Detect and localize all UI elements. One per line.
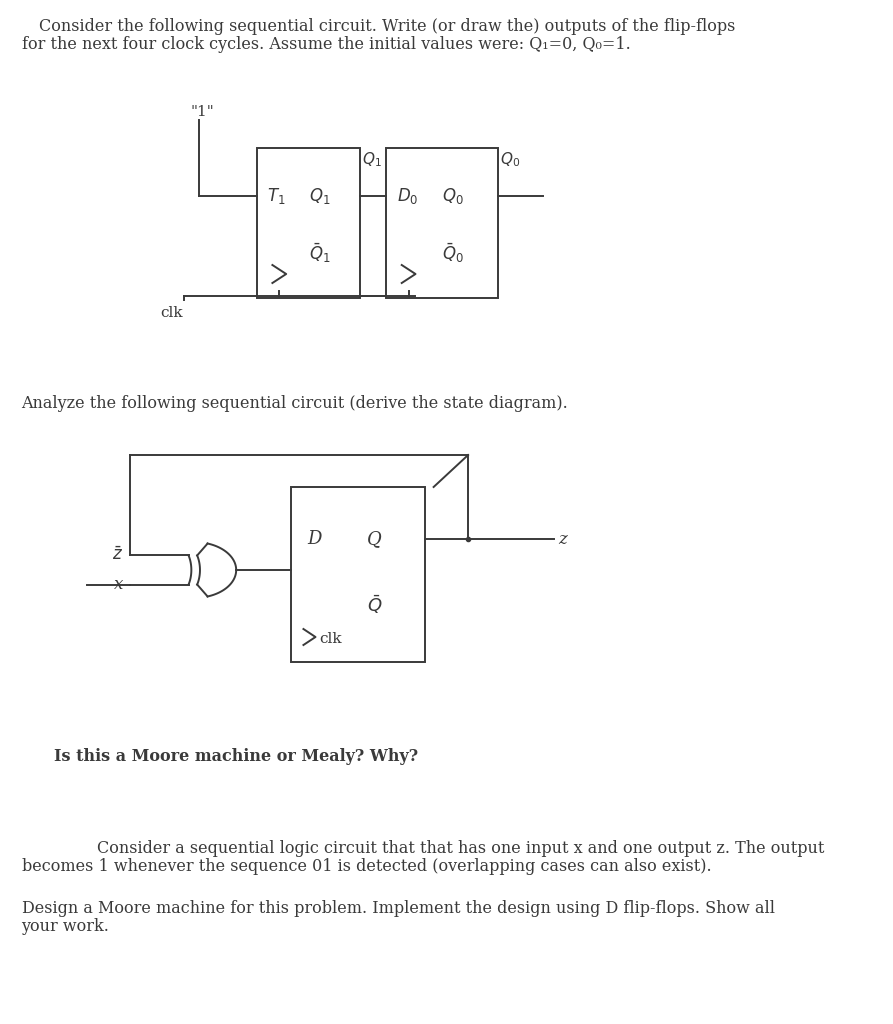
Text: $T_1$: $T_1$ [267, 186, 286, 206]
Text: D: D [307, 530, 321, 548]
Text: $Q_0$: $Q_0$ [500, 151, 520, 169]
Bar [291, 487, 425, 662]
Text: clk: clk [319, 632, 342, 646]
Text: Design a Moore machine for this problem. Implement the design using D flip-flops: Design a Moore machine for this problem.… [21, 900, 774, 918]
Bar [257, 148, 361, 298]
Text: $\bar{Q}_0$: $\bar{Q}_0$ [442, 242, 464, 265]
Text: $Q_1$: $Q_1$ [309, 186, 330, 206]
Text: $Q_1$: $Q_1$ [362, 151, 382, 169]
Text: Q: Q [367, 530, 382, 548]
Text: Consider a sequential logic circuit that that has one input x and one output z. : Consider a sequential logic circuit that… [97, 840, 825, 857]
Text: x: x [114, 577, 123, 593]
Bar [386, 148, 498, 298]
Text: $\bar{z}$: $\bar{z}$ [113, 547, 123, 564]
Text: Is this a Moore machine or Mealy? Why?: Is this a Moore machine or Mealy? Why? [54, 748, 419, 765]
Text: your work.: your work. [21, 918, 109, 935]
Text: $\bar{Q}$: $\bar{Q}$ [367, 594, 383, 616]
Text: Consider the following sequential circuit. Write (or draw the) outputs of the fl: Consider the following sequential circui… [39, 18, 735, 35]
Text: $Q_0$: $Q_0$ [442, 186, 464, 206]
Text: clk: clk [161, 306, 183, 319]
Text: becomes 1 whenever the sequence 01 is detected (overlapping cases can also exist: becomes 1 whenever the sequence 01 is de… [21, 858, 711, 874]
Text: "1": "1" [190, 105, 214, 119]
Text: z: z [559, 530, 567, 548]
Text: Analyze the following sequential circuit (derive the state diagram).: Analyze the following sequential circuit… [21, 395, 568, 412]
Text: for the next four clock cycles. Assume the initial values were: Q₁=0, Q₀=1.: for the next four clock cycles. Assume t… [21, 36, 630, 53]
Text: $\bar{Q}_1$: $\bar{Q}_1$ [309, 242, 330, 265]
Text: $D_0$: $D_0$ [396, 186, 418, 206]
